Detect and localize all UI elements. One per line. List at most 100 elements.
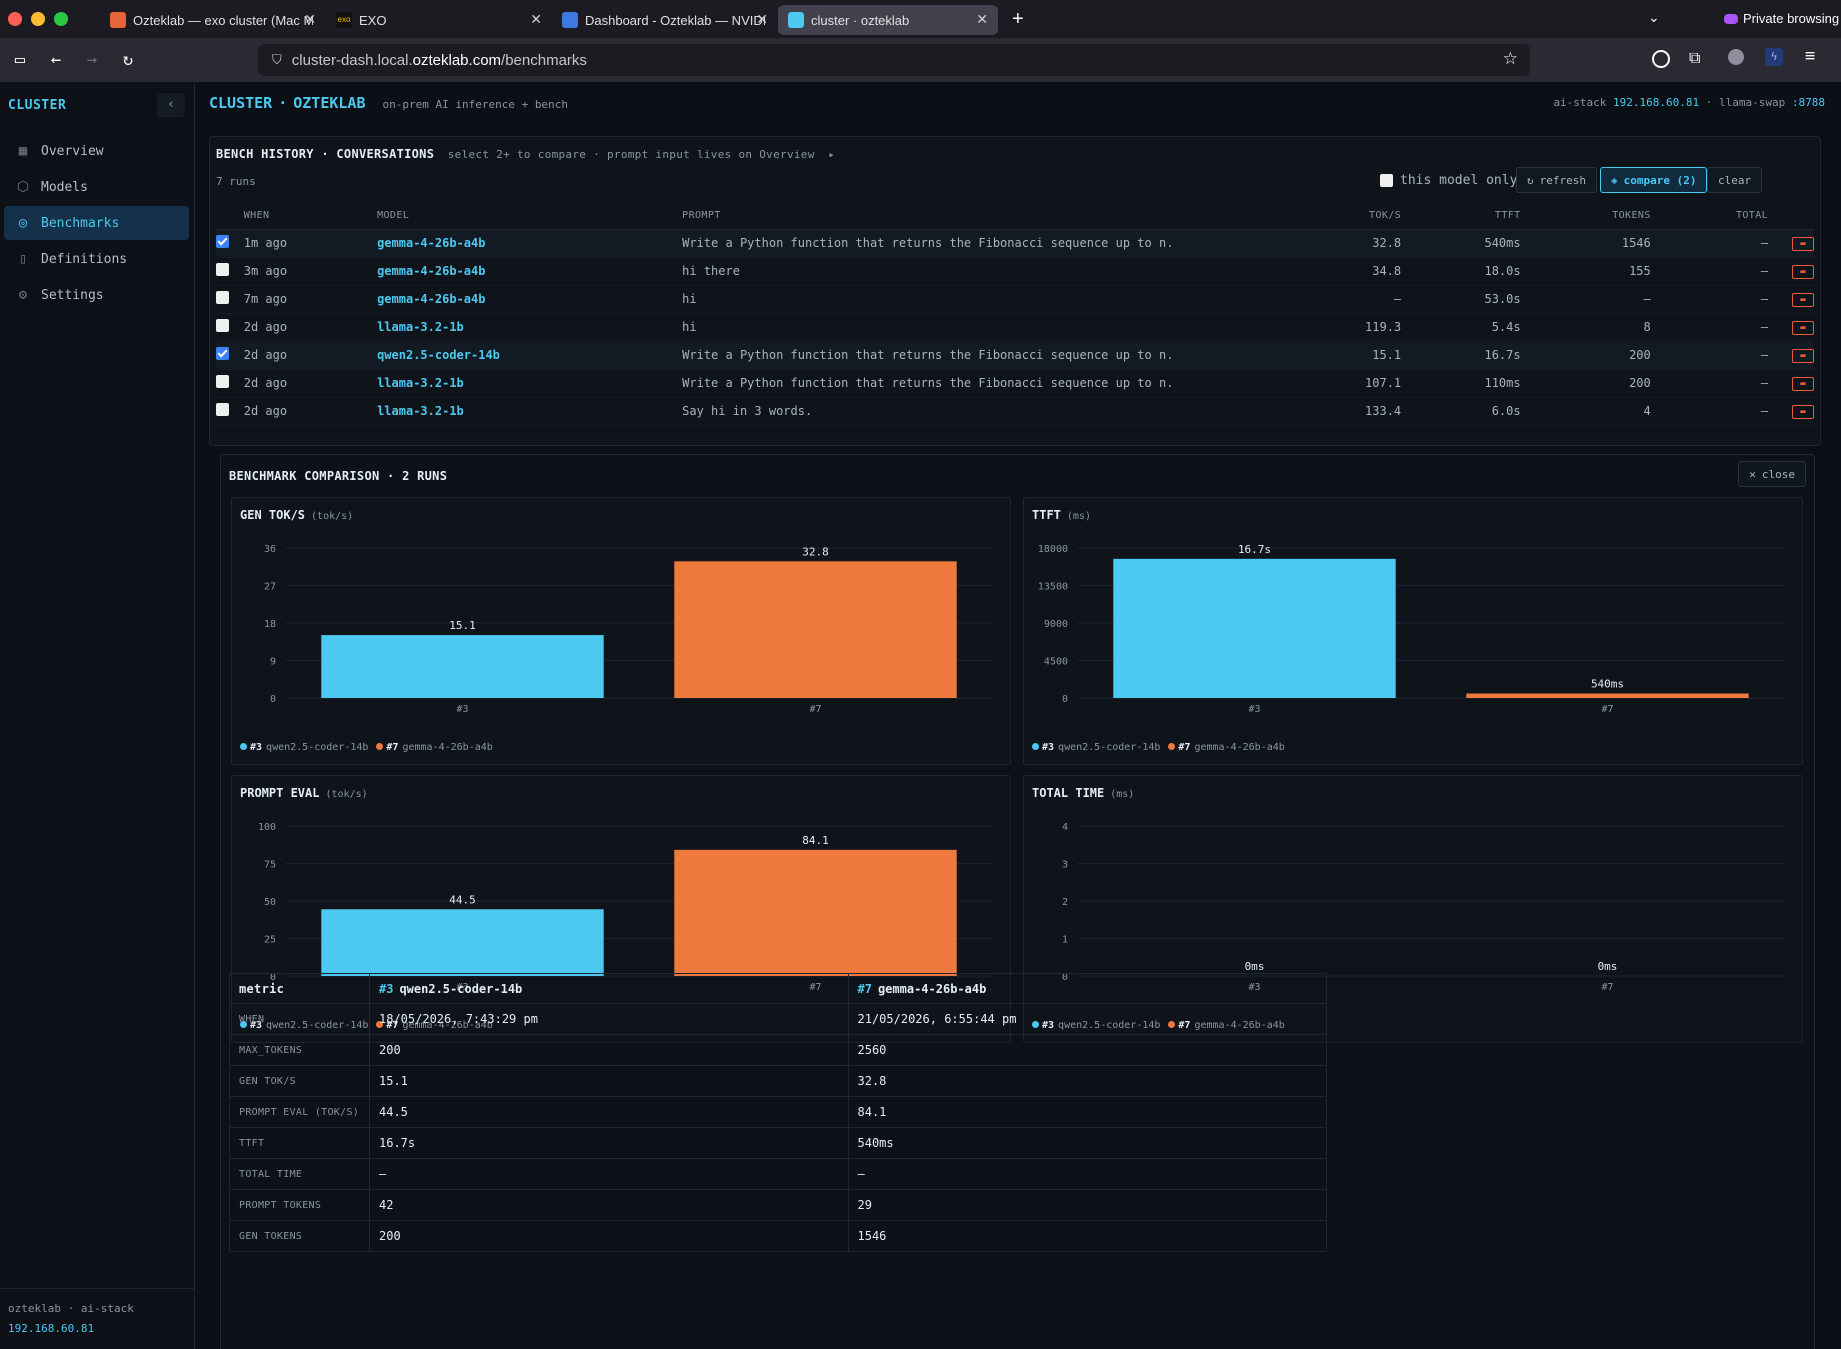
close-tab-icon[interactable]: ✕ bbox=[756, 11, 768, 27]
filter-checkbox[interactable] bbox=[1380, 173, 1393, 187]
browser-tab[interactable]: Ozteklab — exo cluster (Mac Mi ✕ bbox=[100, 5, 326, 35]
comparison-title: BENCHMARK COMPARISON · 2 RUNS bbox=[229, 469, 448, 483]
row-model[interactable]: qwen2.5-coder-14b bbox=[377, 341, 683, 370]
sidebar-toggle-icon[interactable]: ▭ bbox=[14, 50, 26, 70]
row-checkbox[interactable] bbox=[216, 291, 229, 304]
close-window-button[interactable] bbox=[8, 12, 22, 26]
caret-right-icon: ▸ bbox=[828, 148, 836, 161]
table-row[interactable]: 2d ago qwen2.5-coder-14b Write a Python fu… bbox=[216, 341, 1814, 370]
forward-arrow-icon[interactable]: → bbox=[86, 50, 98, 70]
sidebar-item-models[interactable]: ⬡ Models bbox=[4, 170, 189, 204]
y-tick-label: 100 bbox=[258, 822, 276, 833]
url-path: /benchmarks bbox=[501, 51, 587, 69]
y-tick-label: 50 bbox=[264, 897, 276, 908]
chart-title: TOTAL TIME (ms) bbox=[1032, 786, 1134, 800]
row-checkbox[interactable] bbox=[216, 375, 229, 388]
row-checkbox[interactable] bbox=[216, 263, 229, 276]
table-row[interactable]: 3m ago gemma-4-26b-a4b hi there 34.8 18.0s 15… bbox=[216, 257, 1814, 286]
extension-bolt-icon[interactable]: ϟ bbox=[1765, 48, 1783, 66]
browser-tab-active[interactable]: cluster · ozteklab ✕ bbox=[778, 5, 998, 35]
bar[interactable] bbox=[674, 849, 957, 976]
minimize-window-button[interactable] bbox=[31, 12, 45, 26]
chart-panel: 0 4500 9000 13500 18000 16.7s #3 540ms #7 TTFT (ms… bbox=[1023, 497, 1803, 765]
address-bar[interactable]: ⛉ cluster-dash.local. ozteklab.com/benchm… bbox=[258, 44, 1530, 76]
reload-icon[interactable]: ↻ bbox=[122, 50, 134, 70]
delete-trash-icon[interactable]: ▬ bbox=[1792, 321, 1814, 335]
browser-tab[interactable]: exo EXO ✕ bbox=[326, 5, 552, 35]
browser-tab-bar: Ozteklab — exo cluster (Mac Mi ✕ exo EXO… bbox=[0, 0, 1841, 38]
row-checkbox[interactable] bbox=[216, 347, 229, 360]
delete-trash-icon[interactable]: ▬ bbox=[1792, 377, 1814, 391]
row-checkbox[interactable] bbox=[216, 319, 229, 332]
y-tick-label: 36 bbox=[264, 544, 276, 555]
row-when: 7m ago bbox=[243, 285, 378, 314]
close-comparison-button[interactable]: ✕ close bbox=[1738, 461, 1806, 487]
table-row[interactable]: 1m ago gemma-4-26b-a4b Write a Python func… bbox=[216, 229, 1814, 258]
close-tab-icon[interactable]: ✕ bbox=[976, 11, 988, 27]
table-row[interactable]: 2d ago llama-3.2-1b Say hi in 3 words. 133.… bbox=[216, 397, 1814, 426]
row-select-cell bbox=[216, 257, 244, 286]
metric-value-b: 21/05/2026, 6:55:44 pm bbox=[847, 1003, 1327, 1035]
bar[interactable] bbox=[321, 909, 604, 976]
compare-button[interactable]: ◈ compare (2) bbox=[1600, 167, 1708, 193]
layers-icon: ◈ bbox=[1611, 173, 1618, 187]
tab-list-chevron-icon[interactable]: ⌄ bbox=[1648, 9, 1660, 25]
sidebar-item-benchmarks[interactable]: ◎ Benchmarks bbox=[4, 206, 189, 240]
collapse-sidebar-button[interactable]: ‹ bbox=[157, 93, 185, 117]
delete-trash-icon[interactable]: ▬ bbox=[1792, 405, 1814, 419]
sidebar-item-settings[interactable]: ⚙ Settings bbox=[4, 278, 189, 312]
bookmark-star-icon[interactable]: ☆ bbox=[1502, 49, 1518, 68]
menu-hamburger-icon[interactable]: ≡ bbox=[1805, 46, 1816, 66]
row-total: — bbox=[1650, 341, 1769, 370]
row-checkbox[interactable] bbox=[216, 235, 229, 248]
legend-entry: #3 qwen2.5-coder-14b bbox=[240, 742, 368, 753]
metric-value-b: 29 bbox=[847, 1189, 1327, 1221]
delete-trash-icon[interactable]: ▬ bbox=[1792, 265, 1814, 279]
browser-tab[interactable]: Dashboard - Ozteklab — NVIDIA ✕ bbox=[552, 5, 778, 35]
chart-title: TTFT (ms) bbox=[1032, 508, 1091, 522]
sidebar-item-overview[interactable]: ▦ Overview bbox=[4, 134, 189, 168]
table-row[interactable]: 7m ago gemma-4-26b-a4b hi —53.0s — — ▬ bbox=[216, 285, 1814, 314]
row-model[interactable]: gemma-4-26b-a4b bbox=[377, 229, 683, 258]
row-ttft: 540ms bbox=[1401, 229, 1521, 258]
zoom-window-button[interactable] bbox=[54, 12, 68, 26]
refresh-button[interactable]: ↻ refresh bbox=[1516, 167, 1597, 193]
row-model[interactable]: llama-3.2-1b bbox=[377, 369, 683, 398]
row-model[interactable]: gemma-4-26b-a4b bbox=[377, 257, 683, 286]
legend-dot bbox=[376, 743, 384, 750]
extension-shield-icon[interactable] bbox=[1728, 49, 1744, 65]
back-arrow-icon[interactable]: ← bbox=[50, 50, 62, 70]
delete-trash-icon[interactable]: ▬ bbox=[1792, 237, 1814, 251]
bar[interactable] bbox=[1466, 693, 1749, 699]
row-select-cell bbox=[216, 285, 244, 314]
new-tab-icon[interactable]: + bbox=[1012, 7, 1024, 30]
tab-favicon-icon bbox=[110, 12, 126, 28]
delete-trash-icon[interactable]: ▬ bbox=[1792, 349, 1814, 363]
chart-unit: (ms) bbox=[1066, 511, 1091, 522]
sidebar-item-definitions[interactable]: ▯ Definitions bbox=[4, 242, 189, 276]
chart-title: PROMPT EVAL (tok/s) bbox=[240, 786, 368, 800]
table-row[interactable]: 2d ago llama-3.2-1b hi 119.3 5.4s 8— ▬ bbox=[216, 313, 1814, 342]
clear-button[interactable]: clear bbox=[1707, 167, 1763, 193]
tab-title: EXO bbox=[359, 12, 387, 28]
delete-trash-icon[interactable]: ▬ bbox=[1792, 293, 1814, 307]
row-model[interactable]: gemma-4-26b-a4b bbox=[377, 285, 683, 314]
model-filter-checkbox[interactable]: this model only bbox=[1380, 167, 1517, 193]
row-when: 2d ago bbox=[243, 341, 378, 370]
metric-value-a: 16.7s bbox=[369, 1127, 849, 1159]
close-tab-icon[interactable]: ✕ bbox=[304, 11, 316, 27]
extensions-icon[interactable]: ⧉ bbox=[1689, 48, 1701, 67]
row-checkbox[interactable] bbox=[216, 403, 229, 416]
table-row[interactable]: 2d ago llama-3.2-1b Write a Python functio… bbox=[216, 369, 1814, 398]
account-icon[interactable] bbox=[1652, 50, 1670, 68]
close-tab-icon[interactable]: ✕ bbox=[530, 11, 542, 27]
row-model[interactable]: llama-3.2-1b bbox=[377, 313, 683, 342]
row-model[interactable]: llama-3.2-1b bbox=[377, 397, 683, 426]
bar[interactable] bbox=[674, 561, 957, 698]
bar[interactable] bbox=[1113, 558, 1396, 698]
bar[interactable] bbox=[321, 635, 604, 698]
row-total: — bbox=[1650, 229, 1769, 258]
col-tokens: TOKENS bbox=[1520, 203, 1651, 230]
sidebar-item-label: Overview bbox=[41, 143, 104, 159]
